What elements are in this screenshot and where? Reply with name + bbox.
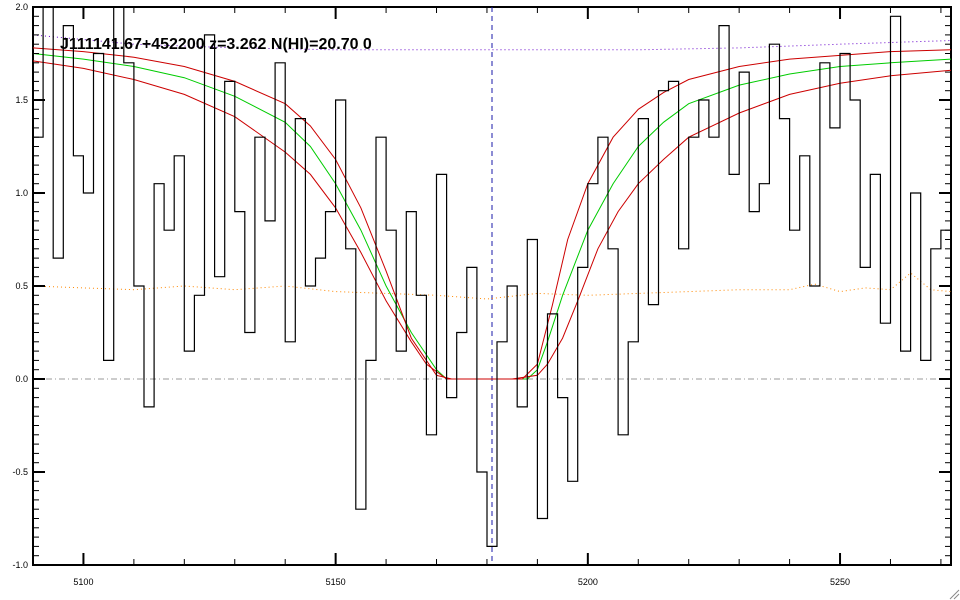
- x-tick-label: 5150: [326, 577, 346, 587]
- error-spectrum-line: [32, 272, 952, 300]
- y-tick-label: 1.0: [15, 188, 28, 198]
- chart-title: J111141.67+452200 z=3.262 N(HI)=20.70 0: [60, 36, 372, 53]
- y-tick-label: 1.5: [15, 95, 28, 105]
- x-tick-label: 5250: [830, 577, 850, 587]
- x-tick-label: 5100: [73, 577, 93, 587]
- y-tick-label: 0.5: [15, 281, 28, 291]
- y-tick-label: 2.0: [15, 2, 28, 12]
- resize-grip-icon[interactable]: [948, 588, 960, 600]
- axis-layer: -1.0 -0.5 0.0 0.5 1.0 1.5 2.0 5100 5150 5200 5250: [12, 2, 951, 587]
- data-layer: [32, 6, 952, 565]
- y-tick-label: 0.0: [15, 374, 28, 384]
- model-lower-bound-line: [32, 60, 952, 380]
- flux-step-line: [33, 6, 951, 547]
- y-tick-label: -0.5: [12, 467, 28, 477]
- y-tick-label: -1.0: [12, 560, 28, 570]
- x-tick-label: 5200: [578, 577, 598, 587]
